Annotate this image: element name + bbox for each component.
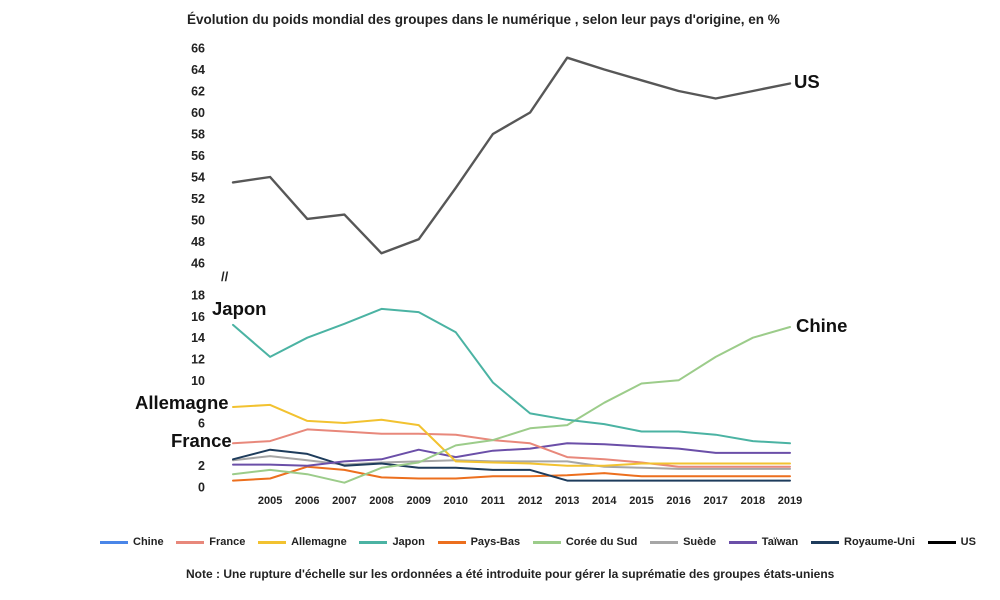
x-tick-label: 2012 [518, 495, 542, 507]
annotation-label-japon: Japon [212, 298, 266, 319]
chart-note: Note : Une rupture d'échelle sur les ord… [186, 567, 835, 581]
legend-label: France [209, 536, 246, 548]
y-tick-label: 46 [191, 257, 205, 271]
y-tick-label: 50 [191, 214, 205, 228]
x-tick-label: 2016 [666, 495, 690, 507]
legend-item-france: France [176, 534, 245, 550]
y-tick-label: 14 [191, 331, 205, 345]
chart-title: Évolution du poids mondial des groupes d… [187, 12, 780, 27]
y-tick-label: 10 [191, 374, 205, 388]
x-tick-label: 2005 [258, 495, 282, 507]
annotation-label-us: US [794, 71, 820, 92]
legend-swatch [532, 540, 561, 544]
legend-item-coree-du-sud: Corée du Sud [532, 534, 638, 550]
y-tick-label: 58 [191, 128, 205, 142]
legend-swatch [176, 540, 205, 544]
y-tick-label: 60 [191, 106, 205, 120]
legend-item-japon: Japon [359, 534, 425, 550]
x-tick-label: 2011 [481, 495, 505, 507]
legend-swatch [927, 540, 956, 544]
legend-label: Taïwan [761, 536, 799, 548]
series-line-royaume-uni [232, 448, 791, 482]
y-tick-label: 2 [198, 459, 205, 473]
legend-label: Corée du Sud [565, 536, 638, 548]
y-tick-label: 66 [191, 42, 205, 56]
legend-label: Royaume-Uni [844, 536, 915, 548]
y-tick-label: 64 [191, 63, 205, 77]
x-tick-label: 2018 [741, 495, 765, 507]
legend-label: Allemagne [291, 536, 347, 548]
y-tick-label: 56 [191, 149, 205, 163]
series-line-japon [232, 307, 791, 445]
legend: Chine France Allemagne Japon Pays-Bas Corée d… [100, 534, 976, 550]
legend-label: US [960, 536, 976, 548]
y-tick-label: 48 [191, 235, 205, 249]
x-tick-label: 2009 [406, 495, 430, 507]
x-tick-label: 2013 [555, 495, 579, 507]
legend-item-chine: Chine [100, 534, 164, 550]
series-line-chine [232, 326, 791, 484]
series-line-allemagne [232, 403, 791, 467]
x-tick-label: 2007 [332, 495, 356, 507]
legend-item-suede: Suède [650, 534, 716, 550]
legend-swatch [359, 540, 388, 544]
x-tick-label: 2017 [703, 495, 727, 507]
y-tick-label: 52 [191, 192, 205, 206]
x-tick-label: 2006 [295, 495, 319, 507]
series-line-taiwan [232, 442, 791, 467]
y-tick-label: 6 [198, 417, 205, 431]
axis-break-marker: // [221, 269, 229, 284]
series-line-suede [232, 455, 791, 470]
legend-swatch [811, 540, 839, 544]
legend-item-pays-bas: Pays-Bas [437, 534, 521, 550]
x-tick-label: 2010 [444, 495, 468, 507]
y-tick-label: 12 [191, 353, 205, 367]
legend-swatch [258, 540, 287, 544]
y-tick-label: 62 [191, 85, 205, 99]
annotation-label-allemagne: Allemagne [135, 392, 229, 413]
annotation-label-chine: Chine [796, 315, 847, 336]
legend-swatch [650, 540, 679, 544]
x-tick-label: 2008 [369, 495, 393, 507]
series-line-france [232, 428, 791, 468]
legend-label: Chine [133, 536, 164, 548]
y-tick-label: 18 [191, 289, 205, 303]
annotation-label-france: France [171, 430, 232, 451]
x-tick-label: 2015 [629, 495, 653, 507]
series-line-pays-bas [232, 465, 791, 482]
legend-item-taiwan: Taïwan [728, 534, 799, 550]
legend-item-us: US [927, 534, 976, 550]
legend-label: Pays-Bas [470, 536, 521, 548]
legend-swatch [437, 540, 466, 544]
x-tick-label: 2014 [592, 495, 617, 507]
legend-label: Suède [683, 536, 717, 548]
legend-swatch [100, 540, 128, 544]
y-tick-label: 54 [191, 171, 205, 185]
legend-label: Japon [392, 536, 425, 548]
legend-item-royaume-uni: Royaume-Uni [811, 534, 915, 550]
legend-swatch [728, 540, 757, 544]
y-tick-label: 16 [191, 310, 205, 324]
legend-item-allemagne: Allemagne [258, 534, 347, 550]
series-line-us [231, 56, 792, 255]
y-tick-label: 0 [198, 481, 205, 495]
x-tick-label: 2019 [778, 495, 802, 507]
